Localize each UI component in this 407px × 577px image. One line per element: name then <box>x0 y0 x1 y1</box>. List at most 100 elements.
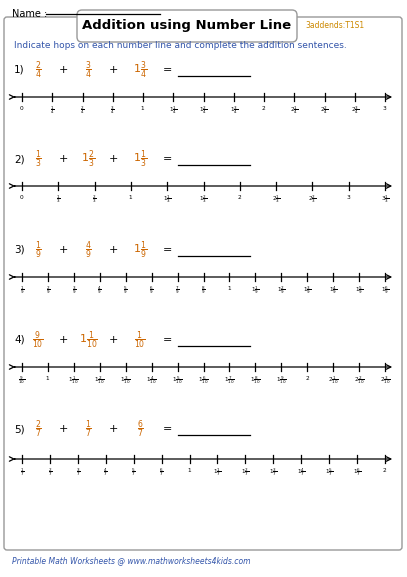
Text: $2$: $2$ <box>383 466 387 474</box>
Text: $1$: $1$ <box>227 284 232 292</box>
Text: $1\frac{6}{7}$: $1\frac{6}{7}$ <box>353 466 361 478</box>
Text: $\frac{6}{7}$: $\frac{6}{7}$ <box>159 466 164 478</box>
Text: =: = <box>163 154 173 164</box>
Text: $0$: $0$ <box>20 193 25 201</box>
Text: $1\frac{2}{3}$: $1\frac{2}{3}$ <box>81 148 95 170</box>
Text: $2\frac{2}{3}$: $2\frac{2}{3}$ <box>308 193 317 205</box>
Text: $2\frac{3}{10}$: $2\frac{3}{10}$ <box>379 374 390 386</box>
Text: Printable Math Worksheets @ www.mathworksheets4kids.com: Printable Math Worksheets @ www.mathwork… <box>12 556 250 565</box>
Text: Indicate hops on each number line and complete the addition sentences.: Indicate hops on each number line and co… <box>14 40 347 50</box>
Text: $\frac{9}{10}$: $\frac{9}{10}$ <box>18 374 26 386</box>
Text: +: + <box>58 335 68 345</box>
Text: =: = <box>163 424 173 434</box>
Text: $1\frac{1}{7}$: $1\frac{1}{7}$ <box>213 466 222 478</box>
Text: $1$: $1$ <box>140 104 146 112</box>
Text: $2$: $2$ <box>237 193 243 201</box>
Text: 3): 3) <box>14 245 25 255</box>
Text: $1\frac{4}{9}$: $1\frac{4}{9}$ <box>329 284 337 296</box>
Text: +: + <box>108 335 118 345</box>
Text: 2): 2) <box>14 154 25 164</box>
Text: $\frac{1}{9}$: $\frac{1}{9}$ <box>20 284 24 296</box>
Text: $1\frac{1}{9}$: $1\frac{1}{9}$ <box>251 284 260 296</box>
Text: $1\frac{1}{3}$: $1\frac{1}{3}$ <box>133 148 147 170</box>
Text: Addition using Number Line: Addition using Number Line <box>83 20 291 32</box>
Text: $\frac{2}{7}$: $\frac{2}{7}$ <box>48 466 52 478</box>
Text: $1$: $1$ <box>187 466 192 474</box>
FancyBboxPatch shape <box>77 10 297 42</box>
Text: +: + <box>58 65 68 75</box>
Text: $\frac{1}{4}$: $\frac{1}{4}$ <box>50 104 55 116</box>
Text: $3\frac{1}{3}$: $3\frac{1}{3}$ <box>381 193 389 205</box>
Text: $1$: $1$ <box>128 193 133 201</box>
Text: +: + <box>58 245 68 255</box>
Text: $\frac{7}{9}$: $\frac{7}{9}$ <box>175 284 180 296</box>
Text: Name :: Name : <box>12 9 47 19</box>
Text: $2$: $2$ <box>261 104 267 112</box>
Text: $1\frac{3}{4}$: $1\frac{3}{4}$ <box>133 59 147 81</box>
Text: +: + <box>108 65 118 75</box>
Text: $1\frac{2}{3}$: $1\frac{2}{3}$ <box>199 193 208 205</box>
Text: +: + <box>108 424 118 434</box>
Text: $\frac{6}{7}$: $\frac{6}{7}$ <box>136 418 144 440</box>
Text: $2\frac{3}{4}$: $2\frac{3}{4}$ <box>350 104 359 116</box>
Text: $\frac{2}{4}$: $\frac{2}{4}$ <box>80 104 85 116</box>
Text: $1\frac{1}{9}$: $1\frac{1}{9}$ <box>133 239 147 261</box>
Text: $\frac{4}{9}$: $\frac{4}{9}$ <box>85 239 92 261</box>
Text: $1\frac{7}{10}$: $1\frac{7}{10}$ <box>224 374 235 386</box>
Text: +: + <box>108 245 118 255</box>
Text: $2\frac{2}{4}$: $2\frac{2}{4}$ <box>320 104 329 116</box>
Text: +: + <box>58 154 68 164</box>
Text: $1\frac{2}{7}$: $1\frac{2}{7}$ <box>241 466 249 478</box>
Text: $1\frac{8}{10}$: $1\frac{8}{10}$ <box>250 374 261 386</box>
Text: $1\frac{1}{4}$: $1\frac{1}{4}$ <box>169 104 177 116</box>
Text: $\frac{5}{9}$: $\frac{5}{9}$ <box>123 284 128 296</box>
Text: $2\frac{1}{10}$: $2\frac{1}{10}$ <box>328 374 339 386</box>
Text: $\frac{1}{3}$: $\frac{1}{3}$ <box>56 193 61 205</box>
Text: $\frac{3}{4}$: $\frac{3}{4}$ <box>110 104 115 116</box>
Text: $1\frac{5}{7}$: $1\frac{5}{7}$ <box>325 466 333 478</box>
Text: $1\frac{4}{10}$: $1\frac{4}{10}$ <box>146 374 157 386</box>
Text: $1\frac{1}{3}$: $1\frac{1}{3}$ <box>163 193 171 205</box>
Text: $\frac{3}{7}$: $\frac{3}{7}$ <box>76 466 80 478</box>
Text: $1\frac{9}{10}$: $1\frac{9}{10}$ <box>276 374 287 386</box>
Text: $1\frac{5}{9}$: $1\frac{5}{9}$ <box>355 284 363 296</box>
Text: $3$: $3$ <box>382 104 387 112</box>
Text: $1\frac{3}{7}$: $1\frac{3}{7}$ <box>269 466 278 478</box>
Text: $\frac{3}{4}$: $\frac{3}{4}$ <box>85 59 92 81</box>
Text: $0$: $0$ <box>20 104 25 112</box>
Text: $\frac{1}{9}$: $\frac{1}{9}$ <box>35 239 42 261</box>
Text: $\frac{6}{9}$: $\frac{6}{9}$ <box>149 284 154 296</box>
Text: 4): 4) <box>14 335 25 345</box>
Text: $1\frac{3}{10}$: $1\frac{3}{10}$ <box>120 374 131 386</box>
Text: $1\frac{3}{4}$: $1\frac{3}{4}$ <box>230 104 238 116</box>
Text: $\frac{3}{9}$: $\frac{3}{9}$ <box>72 284 76 296</box>
Text: $\frac{2}{9}$: $\frac{2}{9}$ <box>46 284 50 296</box>
Text: +: + <box>108 154 118 164</box>
Text: $\frac{1}{10}$: $\frac{1}{10}$ <box>134 329 146 351</box>
Text: $\frac{5}{7}$: $\frac{5}{7}$ <box>131 466 136 478</box>
Text: +: + <box>58 424 68 434</box>
Text: $\frac{1}{7}$: $\frac{1}{7}$ <box>85 418 92 440</box>
Text: $\frac{2}{7}$: $\frac{2}{7}$ <box>35 418 42 440</box>
Text: $1\frac{3}{9}$: $1\frac{3}{9}$ <box>303 284 311 296</box>
Text: $\frac{2}{4}$: $\frac{2}{4}$ <box>35 59 42 81</box>
Text: $2\frac{1}{4}$: $2\frac{1}{4}$ <box>290 104 298 116</box>
Text: $\frac{1}{7}$: $\frac{1}{7}$ <box>20 466 24 478</box>
Text: $\frac{4}{9}$: $\frac{4}{9}$ <box>97 284 102 296</box>
Text: $\frac{1}{3}$: $\frac{1}{3}$ <box>35 148 42 170</box>
FancyBboxPatch shape <box>4 17 402 550</box>
Text: $2\frac{2}{10}$: $2\frac{2}{10}$ <box>354 374 365 386</box>
Text: $1\frac{5}{10}$: $1\frac{5}{10}$ <box>172 374 183 386</box>
Text: $\frac{8}{9}$: $\frac{8}{9}$ <box>201 284 206 296</box>
Text: $\frac{2}{3}$: $\frac{2}{3}$ <box>92 193 97 205</box>
Text: 5): 5) <box>14 424 25 434</box>
Text: =: = <box>163 245 173 255</box>
Text: =: = <box>163 65 173 75</box>
Text: =: = <box>163 335 173 345</box>
Text: $1\frac{1}{10}$: $1\frac{1}{10}$ <box>68 374 79 386</box>
Text: $1\frac{6}{9}$: $1\frac{6}{9}$ <box>381 284 389 296</box>
Text: $1\frac{2}{4}$: $1\frac{2}{4}$ <box>199 104 208 116</box>
Text: 3addends:T1S1: 3addends:T1S1 <box>305 21 364 31</box>
Text: $2$: $2$ <box>304 374 310 382</box>
Text: $1\frac{1}{10}$: $1\frac{1}{10}$ <box>79 329 98 351</box>
